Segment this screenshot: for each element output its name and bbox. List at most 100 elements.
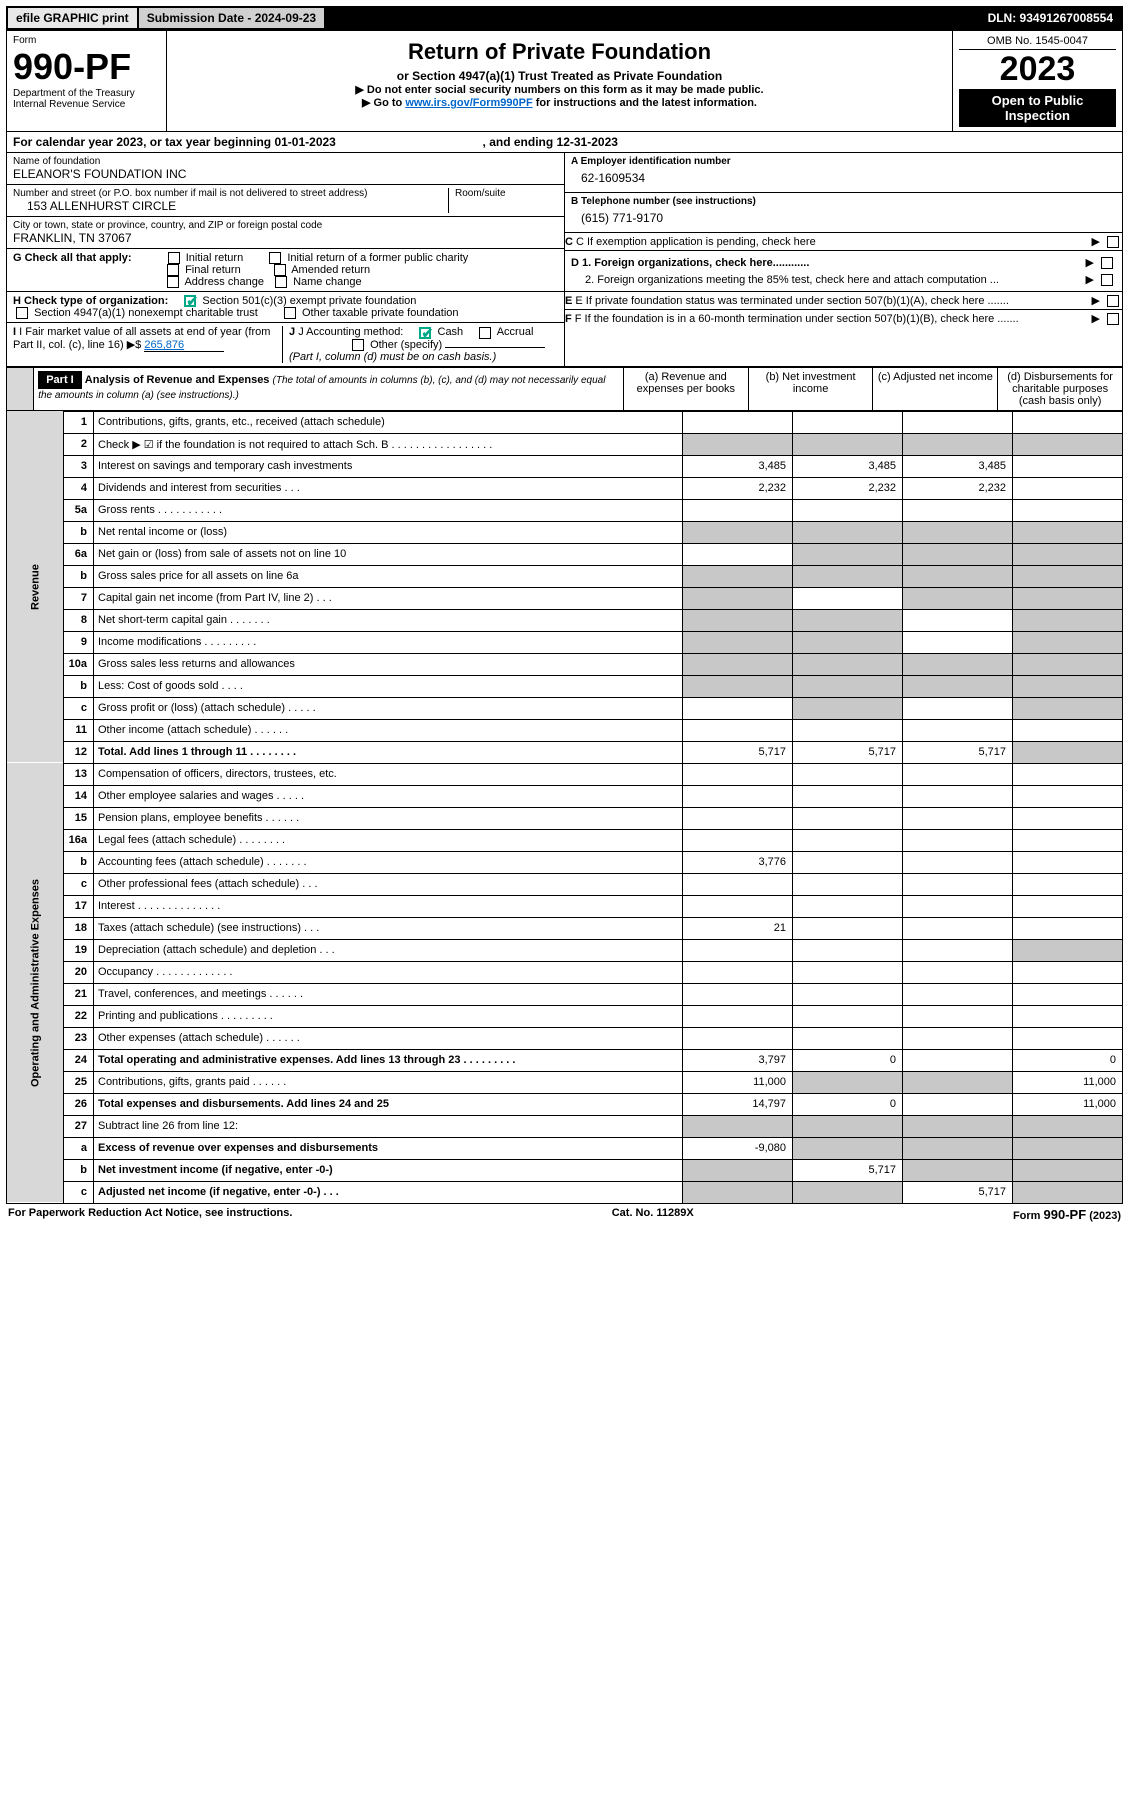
table-row: b Net rental income or (loss) xyxy=(7,521,1123,543)
row-desc: Legal fees (attach schedule) . . . . . .… xyxy=(94,829,683,851)
table-row: 9 Income modifications . . . . . . . . . xyxy=(7,631,1123,653)
chk-name[interactable] xyxy=(275,276,287,288)
amt-c: 2,232 xyxy=(903,477,1013,499)
chk-final[interactable] xyxy=(167,264,179,276)
row-num: 11 xyxy=(64,719,94,741)
amt-c xyxy=(903,917,1013,939)
amt-d xyxy=(1013,675,1123,697)
table-row: b Less: Cost of goods sold . . . . xyxy=(7,675,1123,697)
submission-date: Submission Date - 2024-09-23 xyxy=(139,8,324,28)
foundation-name: ELEANOR'S FOUNDATION INC xyxy=(13,167,558,181)
form-number: 990-PF xyxy=(13,46,160,88)
part1-header: Part I Analysis of Revenue and Expenses … xyxy=(6,367,1123,411)
amt-d xyxy=(1013,851,1123,873)
addr-row: Number and street (or P.O. box number if… xyxy=(7,185,564,217)
revenue-vlabel: Revenue xyxy=(7,411,64,763)
amt-c xyxy=(903,1115,1013,1137)
f-cell: F F If the foundation is in a 60-month t… xyxy=(565,310,1122,327)
efile-label[interactable]: efile GRAPHIC print xyxy=(8,8,137,28)
year-cell: OMB No. 1545-0047 2023 Open to Public In… xyxy=(953,31,1123,132)
chk-501c3[interactable] xyxy=(184,295,196,307)
chk-accrual[interactable] xyxy=(479,327,491,339)
row-num: 26 xyxy=(64,1093,94,1115)
cal-end: 12-31-2023 xyxy=(557,135,618,149)
expenses-vlabel: Operating and Administrative Expenses xyxy=(7,763,64,1203)
amt-d xyxy=(1013,1115,1123,1137)
chk-amended[interactable] xyxy=(274,264,286,276)
table-row: 22 Printing and publications . . . . . .… xyxy=(7,1005,1123,1027)
amt-d xyxy=(1013,1181,1123,1203)
chk-other-tax[interactable] xyxy=(284,307,296,319)
amt-c xyxy=(903,631,1013,653)
amt-d: 0 xyxy=(1013,1049,1123,1071)
amt-c xyxy=(903,873,1013,895)
row-num: 24 xyxy=(64,1049,94,1071)
amt-d xyxy=(1013,697,1123,719)
ij-row: I I Fair market value of all assets at e… xyxy=(7,323,564,365)
chk-initial-former[interactable] xyxy=(269,252,281,264)
chk-e[interactable] xyxy=(1107,295,1119,307)
amt-a xyxy=(683,719,793,741)
amt-c xyxy=(903,1005,1013,1027)
title-main: Return of Private Foundation xyxy=(173,39,946,65)
amt-b: 5,717 xyxy=(793,741,903,763)
row-num: 27 xyxy=(64,1115,94,1137)
row-num: 18 xyxy=(64,917,94,939)
row-desc: Gross sales price for all assets on line… xyxy=(94,565,683,587)
row-num: 6a xyxy=(64,543,94,565)
amt-c xyxy=(903,1027,1013,1049)
row-desc: Printing and publications . . . . . . . … xyxy=(94,1005,683,1027)
chk-d2[interactable] xyxy=(1101,274,1113,286)
chk-4947[interactable] xyxy=(16,307,28,319)
chk-f[interactable] xyxy=(1107,313,1119,325)
part1-label: Part I xyxy=(38,371,82,389)
row-num: 10a xyxy=(64,653,94,675)
i-value[interactable]: 265,876 xyxy=(144,339,224,352)
amt-d xyxy=(1013,1027,1123,1049)
amt-d xyxy=(1013,543,1123,565)
room-label: Room/suite xyxy=(455,188,558,199)
g-check-cell: G Check all that apply: Initial return I… xyxy=(7,249,564,292)
amt-a xyxy=(683,1159,793,1181)
amt-a xyxy=(683,763,793,785)
g-label: G Check all that apply: xyxy=(13,252,132,264)
table-row: 12 Total. Add lines 1 through 11 . . . .… xyxy=(7,741,1123,763)
amt-d xyxy=(1013,411,1123,433)
row-num: 21 xyxy=(64,983,94,1005)
amt-d xyxy=(1013,807,1123,829)
amt-c xyxy=(903,675,1013,697)
amt-d xyxy=(1013,763,1123,785)
amt-a xyxy=(683,565,793,587)
amt-c xyxy=(903,697,1013,719)
chk-other-acct[interactable] xyxy=(352,339,364,351)
amt-c xyxy=(903,719,1013,741)
amt-c xyxy=(903,653,1013,675)
name-label: Name of foundation xyxy=(13,156,558,167)
chk-address[interactable] xyxy=(167,276,179,288)
table-row: c Gross profit or (loss) (attach schedul… xyxy=(7,697,1123,719)
amt-c xyxy=(903,807,1013,829)
row-num: 15 xyxy=(64,807,94,829)
amt-d xyxy=(1013,587,1123,609)
chk-cash[interactable] xyxy=(419,327,431,339)
chk-d1[interactable] xyxy=(1101,257,1113,269)
amt-a: 14,797 xyxy=(683,1093,793,1115)
table-row: 17 Interest . . . . . . . . . . . . . . xyxy=(7,895,1123,917)
chk-initial[interactable] xyxy=(168,252,180,264)
title-cell: Return of Private Foundation or Section … xyxy=(167,31,953,132)
city-value: FRANKLIN, TN 37067 xyxy=(13,231,558,245)
table-row: 11 Other income (attach schedule) . . . … xyxy=(7,719,1123,741)
amt-a xyxy=(683,961,793,983)
amt-b xyxy=(793,873,903,895)
irs-link[interactable]: www.irs.gov/Form990PF xyxy=(405,97,532,109)
table-row: 10a Gross sales less returns and allowan… xyxy=(7,653,1123,675)
amt-a xyxy=(683,1115,793,1137)
open-inspection: Open to Public Inspection xyxy=(959,89,1116,127)
amt-a: -9,080 xyxy=(683,1137,793,1159)
chk-c[interactable] xyxy=(1107,236,1119,248)
dln: DLN: 93491267008554 xyxy=(980,8,1121,28)
row-desc: Depreciation (attach schedule) and deple… xyxy=(94,939,683,961)
amt-b xyxy=(793,917,903,939)
amt-c: 3,485 xyxy=(903,455,1013,477)
amt-b xyxy=(793,675,903,697)
